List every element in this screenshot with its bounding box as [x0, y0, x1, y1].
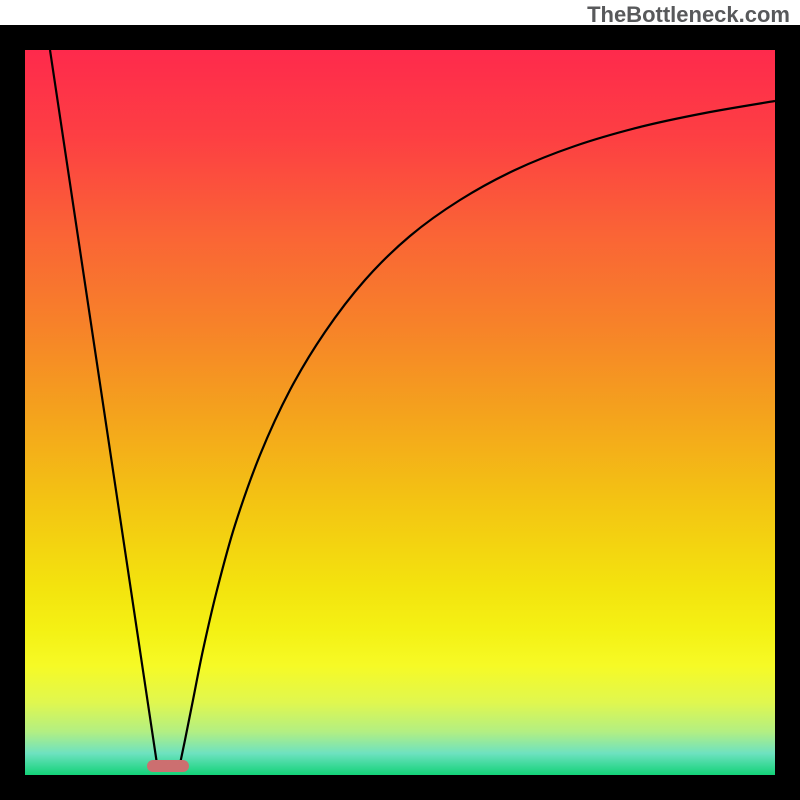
bottleneck-marker: [147, 760, 189, 772]
plot-svg: [25, 50, 775, 775]
watermark-text: TheBottleneck.com: [587, 2, 790, 28]
gradient-background: [25, 50, 775, 775]
plot-area: [25, 50, 775, 775]
chart-container: TheBottleneck.com: [0, 0, 800, 800]
frame-bottom: [0, 775, 800, 800]
frame-right: [775, 25, 800, 800]
frame-left: [0, 25, 25, 800]
frame-top: [0, 25, 800, 50]
